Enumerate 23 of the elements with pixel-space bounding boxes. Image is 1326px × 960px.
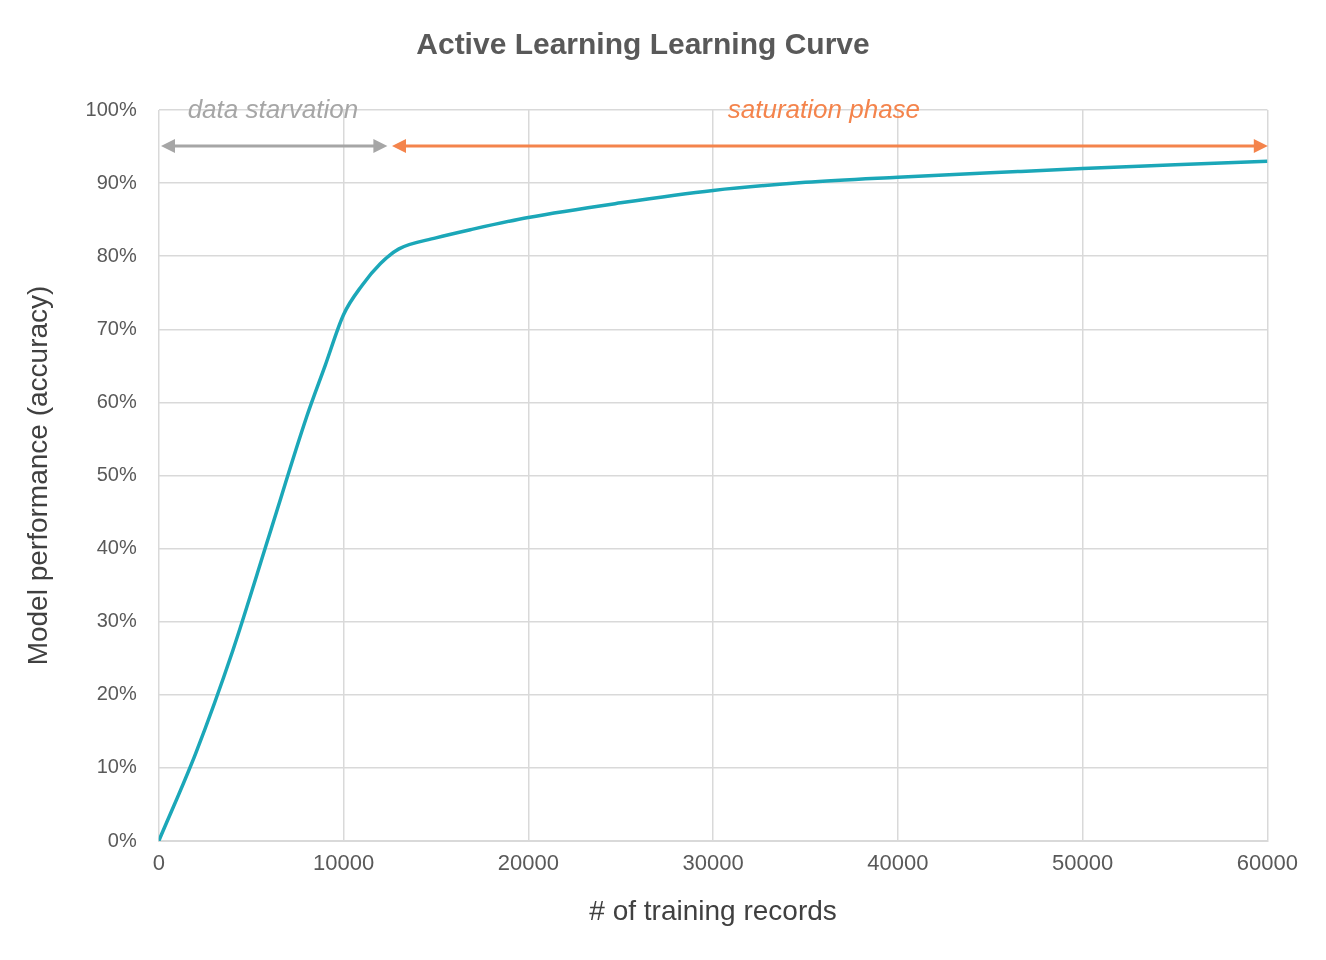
y-tick-label: 10% (96, 755, 137, 778)
x-tick-label: 10000 (312, 850, 375, 876)
chart-title: Active Learning Learning Curve (416, 27, 870, 61)
annotation: data starvation (187, 94, 359, 125)
y-tick-label: 50% (96, 463, 137, 486)
x-tick-label: 20000 (497, 850, 559, 876)
x-tick-label: 60000 (1236, 850, 1299, 876)
annotation: saturation phase (727, 94, 921, 125)
y-tick-label: 30% (96, 609, 137, 632)
y-tick-label: 70% (96, 316, 137, 339)
y-axis-title: Model performance (accuracy) (21, 285, 53, 666)
y-tick-label: 100% (85, 97, 137, 120)
y-tick-label: 40% (96, 536, 137, 559)
y-tick-label: 80% (96, 243, 137, 266)
y-tick-label: 60% (96, 389, 137, 412)
x-tick-label: 40000 (867, 850, 929, 876)
y-tick-label: 20% (96, 682, 137, 705)
x-tick-label: 0 (152, 850, 165, 876)
x-tick-label: 30000 (682, 850, 744, 876)
y-tick-label: 90% (96, 170, 137, 193)
x-axis-title: # of training records (589, 894, 837, 926)
y-tick-label: 0% (107, 828, 137, 851)
x-tick-label: 50000 (1052, 850, 1114, 876)
